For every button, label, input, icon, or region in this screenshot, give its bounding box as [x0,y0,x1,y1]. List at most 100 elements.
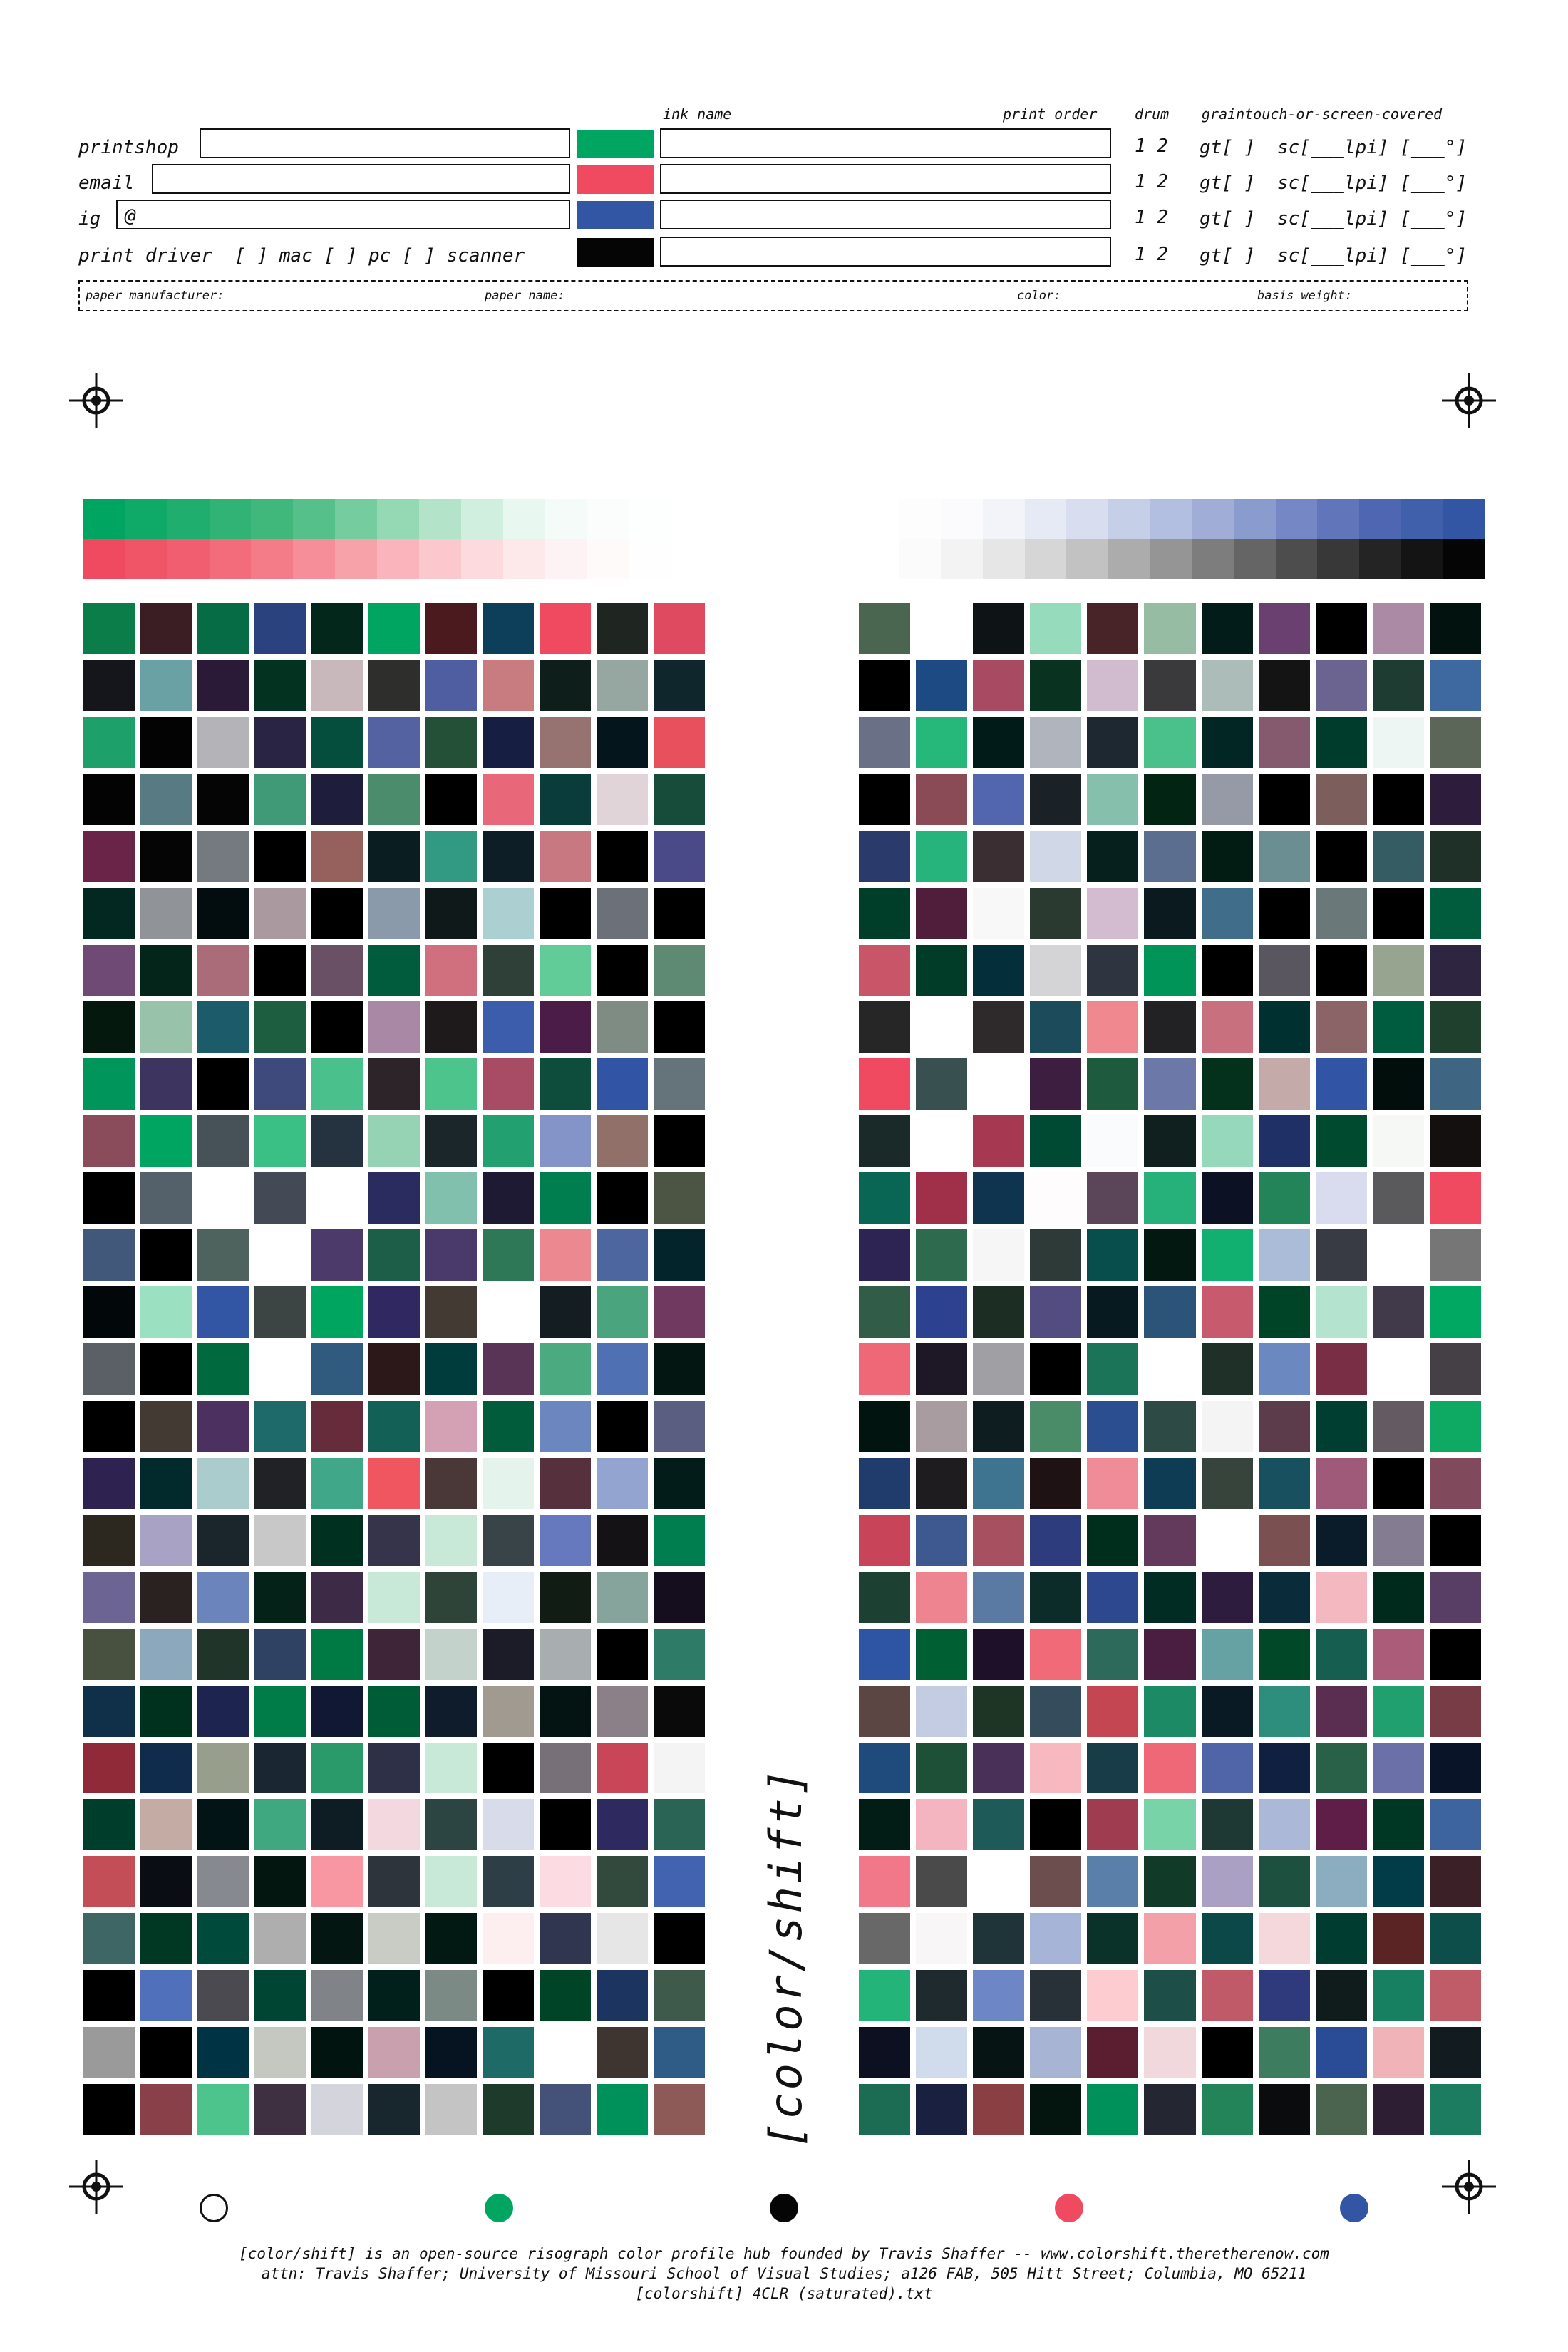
ink-swatch [577,130,654,158]
ramp-step [460,539,503,579]
color-swatch [597,2027,648,2079]
ink-name-input[interactable] [660,200,1111,229]
color-swatch [1258,2084,1310,2135]
color-swatch [425,1058,477,1110]
screen-settings[interactable]: sc[___lpi] [___°] [1277,245,1468,267]
color-swatch [1201,830,1253,882]
screen-settings[interactable]: sc[___lpi] [___°] [1277,137,1468,158]
color-swatch [1429,1058,1481,1110]
graintouch-checkbox[interactable]: gt[ ] [1200,245,1256,267]
color-swatch [916,603,968,654]
color-swatch [973,1970,1025,2022]
color-swatch [140,1799,192,1851]
color-swatch [197,603,249,654]
swatch-grid-left [83,603,705,2135]
color-swatch [1429,716,1481,768]
color-swatch [1372,1571,1424,1623]
color-swatch [916,1856,968,1908]
ink-name-input[interactable] [660,237,1111,267]
color-swatch [254,944,306,996]
color-swatch [197,2027,249,2079]
color-swatch [368,1172,420,1224]
color-swatch [540,2027,591,2079]
color-swatch [916,1514,968,1566]
color-swatch [1258,716,1310,768]
color-swatch [1315,659,1367,711]
color-swatch [254,1856,306,1908]
graintouch-checkbox[interactable]: gt[ ] [1200,137,1256,158]
color-swatch [859,1514,911,1566]
footer-line-1: [color/shift] is an open-source risograp… [239,2245,1329,2262]
color-swatch [197,716,249,768]
color-swatch [1258,830,1310,882]
paper-manufacturer-label: paper manufacturer: [86,289,225,303]
color-swatch [140,1343,192,1395]
color-swatch [425,2084,477,2135]
ink-name-input[interactable] [660,164,1111,194]
color-swatch [254,1343,306,1395]
paper-info-box[interactable]: paper manufacturer: paper name: color: b… [78,280,1468,311]
color-swatch [1201,1514,1253,1566]
color-swatch [973,1343,1025,1395]
color-swatch [973,1628,1025,1680]
color-swatch [197,1856,249,1908]
color-swatch [1201,659,1253,711]
color-swatch [1372,603,1424,654]
color-swatch [1201,1685,1253,1737]
drum-options[interactable]: 1 2 [1135,171,1168,192]
printshop-input[interactable] [200,128,570,158]
color-swatch [654,1742,705,1794]
ramp-step [293,499,336,539]
color-swatch [973,830,1025,882]
color-swatch [140,1571,192,1623]
color-swatch [425,1799,477,1851]
color-swatch [425,659,477,711]
color-swatch [1144,773,1196,825]
drum-options[interactable]: 1 2 [1135,135,1168,157]
color-swatch [1030,1799,1082,1851]
ink-dot [485,2194,513,2222]
color-swatch [483,1913,534,1965]
ramp-step [1358,499,1401,539]
color-swatch [83,1685,135,1737]
drum-options[interactable]: 1 2 [1135,207,1168,228]
ramp-step [899,539,942,579]
color-swatch [425,1856,477,1908]
color-swatch [1030,1571,1082,1623]
color-swatch [1087,2027,1139,2079]
ink-name-input[interactable] [660,128,1111,158]
color-swatch [916,1001,968,1053]
drum-options[interactable]: 1 2 [1135,244,1168,265]
color-swatch [1144,2027,1196,2079]
screen-settings[interactable]: sc[___lpi] [___°] [1277,208,1468,229]
color-swatch [973,1400,1025,1452]
graintouch-checkbox[interactable]: gt[ ] [1200,172,1256,194]
ramp-step [1066,499,1108,539]
graintouch-checkbox[interactable]: gt[ ] [1200,208,1256,229]
ramp-step [251,499,294,539]
color-swatch [1144,1970,1196,2022]
color-swatch [1372,1286,1424,1339]
color-swatch [597,2084,648,2135]
color-swatch [368,1229,420,1281]
black-tint-ramp [857,539,1485,579]
color-swatch [483,1400,534,1452]
screen-settings[interactable]: sc[___lpi] [___°] [1277,172,1468,194]
ink-swatch [577,201,654,229]
color-swatch [1372,716,1424,768]
color-swatch [254,2084,306,2135]
print-driver-label[interactable]: print driver [ ] mac [ ] pc [ ] scanner [78,245,525,267]
color-swatch [311,659,363,711]
ramp-step [1024,499,1067,539]
color-swatch [1087,659,1139,711]
color-swatch [483,716,534,768]
email-input[interactable] [152,164,570,194]
color-swatch [311,830,363,882]
color-swatch [368,1742,420,1794]
ramp-step [251,539,294,579]
color-swatch [916,1685,968,1737]
color-swatch [1258,1457,1310,1509]
color-swatch [140,944,192,996]
ig-input[interactable]: @ [116,200,570,229]
blue-tint-ramp [857,499,1485,539]
